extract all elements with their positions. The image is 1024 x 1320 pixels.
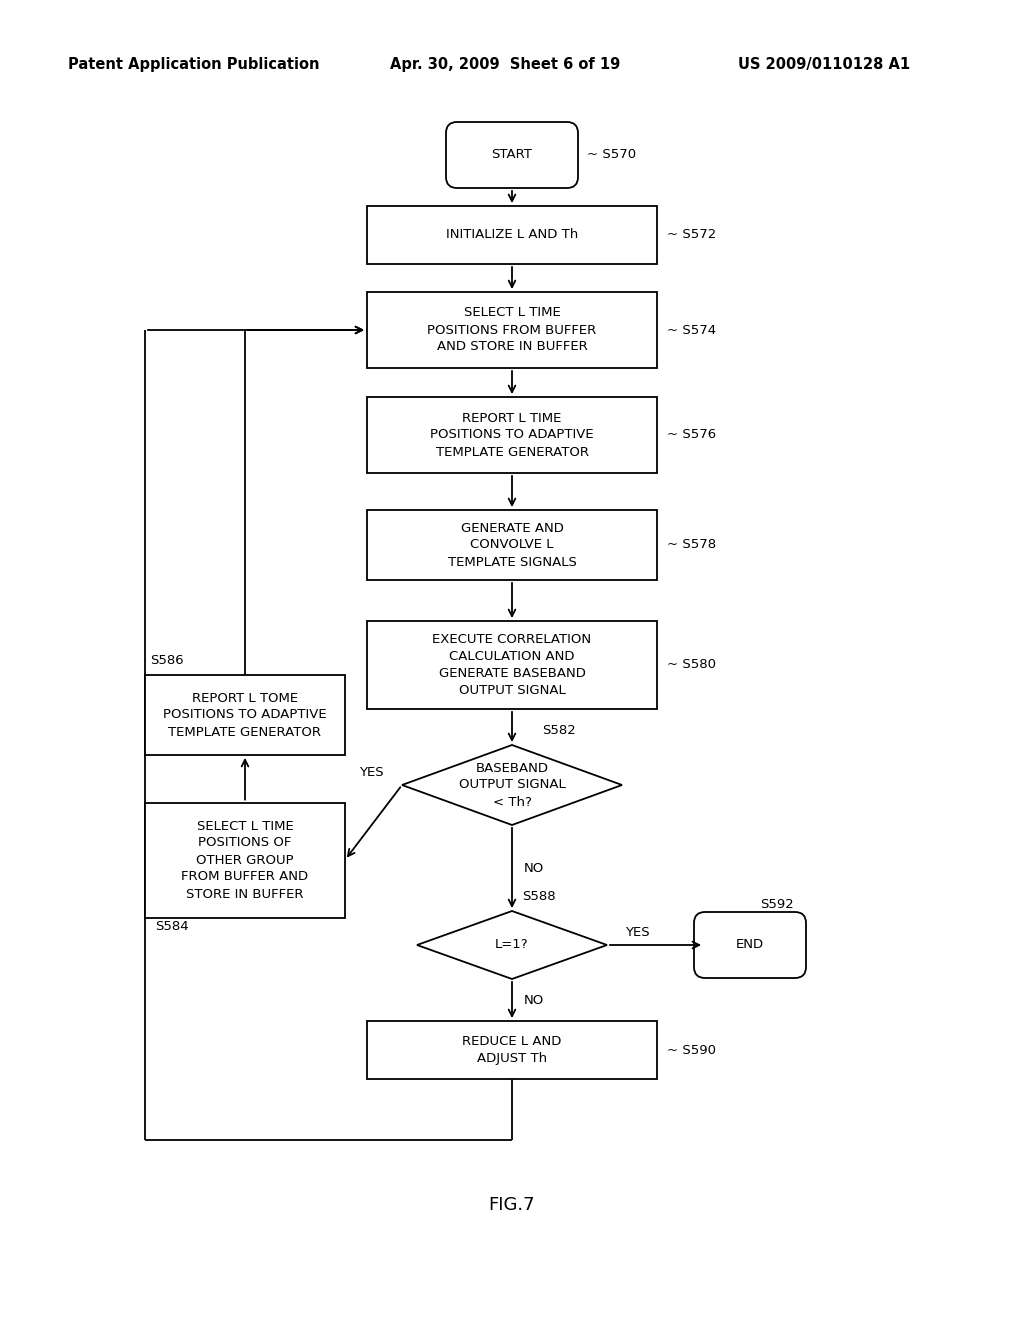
Text: US 2009/0110128 A1: US 2009/0110128 A1 (738, 58, 910, 73)
Text: S592: S592 (760, 899, 794, 912)
Text: FIG.7: FIG.7 (488, 1196, 536, 1214)
Text: S584: S584 (155, 920, 188, 932)
FancyBboxPatch shape (145, 803, 345, 917)
Polygon shape (402, 744, 622, 825)
Text: EXECUTE CORRELATION
CALCULATION AND
GENERATE BASEBAND
OUTPUT SIGNAL: EXECUTE CORRELATION CALCULATION AND GENE… (432, 634, 592, 697)
Text: Patent Application Publication: Patent Application Publication (68, 58, 319, 73)
FancyBboxPatch shape (367, 620, 657, 709)
Text: S588: S588 (522, 890, 556, 903)
Text: REPORT L TIME
POSITIONS TO ADAPTIVE
TEMPLATE GENERATOR: REPORT L TIME POSITIONS TO ADAPTIVE TEMP… (430, 412, 594, 458)
Text: ~ S570: ~ S570 (587, 149, 636, 161)
FancyBboxPatch shape (446, 121, 578, 187)
Text: GENERATE AND
CONVOLVE L
TEMPLATE SIGNALS: GENERATE AND CONVOLVE L TEMPLATE SIGNALS (447, 521, 577, 569)
FancyBboxPatch shape (694, 912, 806, 978)
Text: NO: NO (524, 862, 544, 874)
Text: S586: S586 (150, 653, 183, 667)
Text: YES: YES (359, 767, 384, 780)
Text: SELECT L TIME
POSITIONS FROM BUFFER
AND STORE IN BUFFER: SELECT L TIME POSITIONS FROM BUFFER AND … (427, 306, 597, 354)
FancyBboxPatch shape (367, 510, 657, 579)
Text: ~ S572: ~ S572 (667, 228, 716, 242)
Text: INITIALIZE L AND Th: INITIALIZE L AND Th (445, 228, 579, 242)
Text: REDUCE L AND
ADJUST Th: REDUCE L AND ADJUST Th (462, 1035, 562, 1065)
Text: START: START (492, 149, 532, 161)
Text: NO: NO (524, 994, 544, 1006)
Text: Apr. 30, 2009  Sheet 6 of 19: Apr. 30, 2009 Sheet 6 of 19 (390, 58, 621, 73)
Text: END: END (736, 939, 764, 952)
Text: ~ S580: ~ S580 (667, 659, 716, 672)
FancyBboxPatch shape (367, 1020, 657, 1078)
Text: REPORT L TOME
POSITIONS TO ADAPTIVE
TEMPLATE GENERATOR: REPORT L TOME POSITIONS TO ADAPTIVE TEMP… (163, 692, 327, 738)
Text: BASEBAND
OUTPUT SIGNAL
< Th?: BASEBAND OUTPUT SIGNAL < Th? (459, 762, 565, 808)
Text: YES: YES (625, 927, 649, 940)
Text: ~ S578: ~ S578 (667, 539, 716, 552)
Polygon shape (417, 911, 607, 979)
Text: ~ S576: ~ S576 (667, 429, 716, 441)
FancyBboxPatch shape (145, 675, 345, 755)
FancyBboxPatch shape (367, 397, 657, 473)
FancyBboxPatch shape (367, 206, 657, 264)
Text: SELECT L TIME
POSITIONS OF
OTHER GROUP
FROM BUFFER AND
STORE IN BUFFER: SELECT L TIME POSITIONS OF OTHER GROUP F… (181, 820, 308, 900)
Text: ~ S574: ~ S574 (667, 323, 716, 337)
Text: S582: S582 (542, 723, 575, 737)
Text: L=1?: L=1? (496, 939, 528, 952)
FancyBboxPatch shape (367, 292, 657, 368)
Text: ~ S590: ~ S590 (667, 1044, 716, 1056)
